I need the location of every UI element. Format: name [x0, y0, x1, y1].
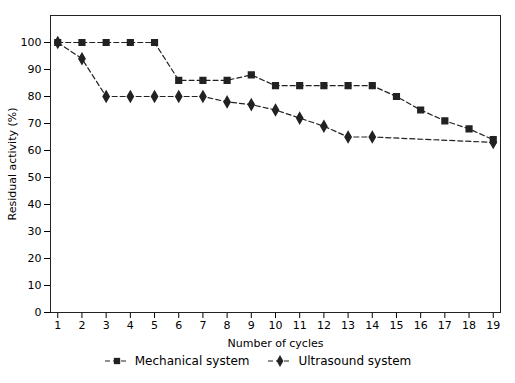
svg-text:2: 2	[78, 319, 85, 332]
svg-text:14: 14	[365, 319, 379, 332]
svg-text:19: 19	[486, 319, 500, 332]
svg-text:60: 60	[28, 144, 42, 157]
svg-text:20: 20	[28, 252, 42, 265]
svg-text:15: 15	[389, 319, 403, 332]
svg-text:13: 13	[341, 319, 355, 332]
svg-text:70: 70	[28, 117, 42, 130]
svg-text:9: 9	[248, 319, 255, 332]
svg-text:4: 4	[127, 319, 134, 332]
svg-text:8: 8	[224, 319, 231, 332]
svg-text:5: 5	[151, 319, 158, 332]
svg-text:50: 50	[28, 171, 42, 184]
svg-text:7: 7	[199, 319, 206, 332]
svg-text:12: 12	[317, 319, 331, 332]
html-text:Mechanical system: Mechanical system	[134, 354, 250, 368]
svg-text:Residual activity (%): Residual activity (%)	[6, 107, 19, 220]
svg-text:30: 30	[28, 225, 42, 238]
svg-text:6: 6	[175, 319, 182, 332]
svg-text:11: 11	[293, 319, 307, 332]
svg-text:18: 18	[462, 319, 476, 332]
svg-text:90: 90	[28, 63, 42, 76]
svg-text:10: 10	[269, 319, 283, 332]
svg-text:80: 80	[28, 90, 42, 103]
svg-text:0: 0	[35, 306, 42, 319]
svg-text:16: 16	[414, 319, 428, 332]
svg-text:17: 17	[438, 319, 452, 332]
svg-text:40: 40	[28, 198, 42, 211]
svg-text:1: 1	[54, 319, 61, 332]
html-text:Ultrasound system: Ultrasound system	[298, 354, 412, 368]
svg-text:10: 10	[28, 279, 42, 292]
svg-text:100: 100	[21, 36, 42, 49]
svg-text:Number of cycles: Number of cycles	[228, 337, 324, 350]
svg-text:3: 3	[103, 319, 110, 332]
